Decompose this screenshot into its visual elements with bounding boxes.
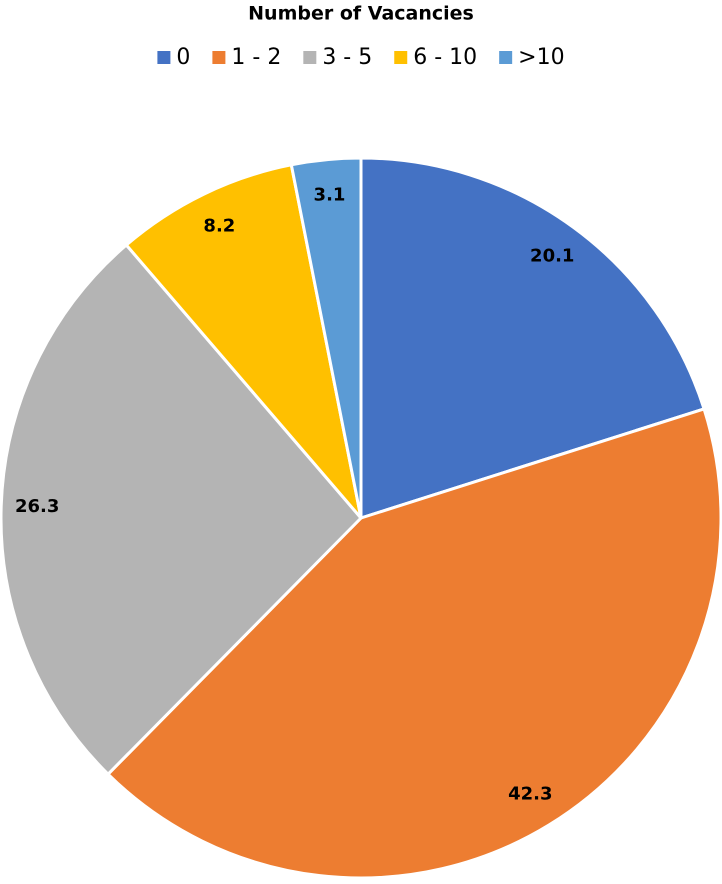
legend-label: 3 - 5 bbox=[322, 45, 372, 70]
legend: 0 1 - 2 3 - 5 6 - 10 >10 bbox=[157, 45, 565, 70]
legend-swatch bbox=[499, 51, 513, 64]
data-label: 3.1 bbox=[314, 185, 346, 206]
legend-swatch bbox=[303, 51, 317, 64]
data-label: 42.3 bbox=[508, 783, 552, 804]
data-label: 26.3 bbox=[15, 496, 59, 517]
legend-swatch bbox=[157, 51, 171, 64]
legend-label: >10 bbox=[518, 45, 564, 70]
legend-swatch bbox=[394, 51, 408, 64]
pie-slice bbox=[0, 243, 363, 776]
pie-slice bbox=[124, 163, 363, 520]
chart-title: Number of Vacancies bbox=[248, 3, 474, 25]
pie-slice bbox=[289, 156, 363, 520]
pie-slice bbox=[106, 407, 722, 880]
data-label: 20.1 bbox=[530, 245, 574, 266]
data-label: 8.2 bbox=[203, 216, 235, 237]
legend-label: 0 bbox=[176, 45, 190, 70]
legend-swatch bbox=[212, 51, 226, 64]
pie-slice bbox=[359, 156, 706, 520]
legend-label: 1 - 2 bbox=[231, 45, 281, 70]
legend-label: 6 - 10 bbox=[413, 45, 477, 70]
